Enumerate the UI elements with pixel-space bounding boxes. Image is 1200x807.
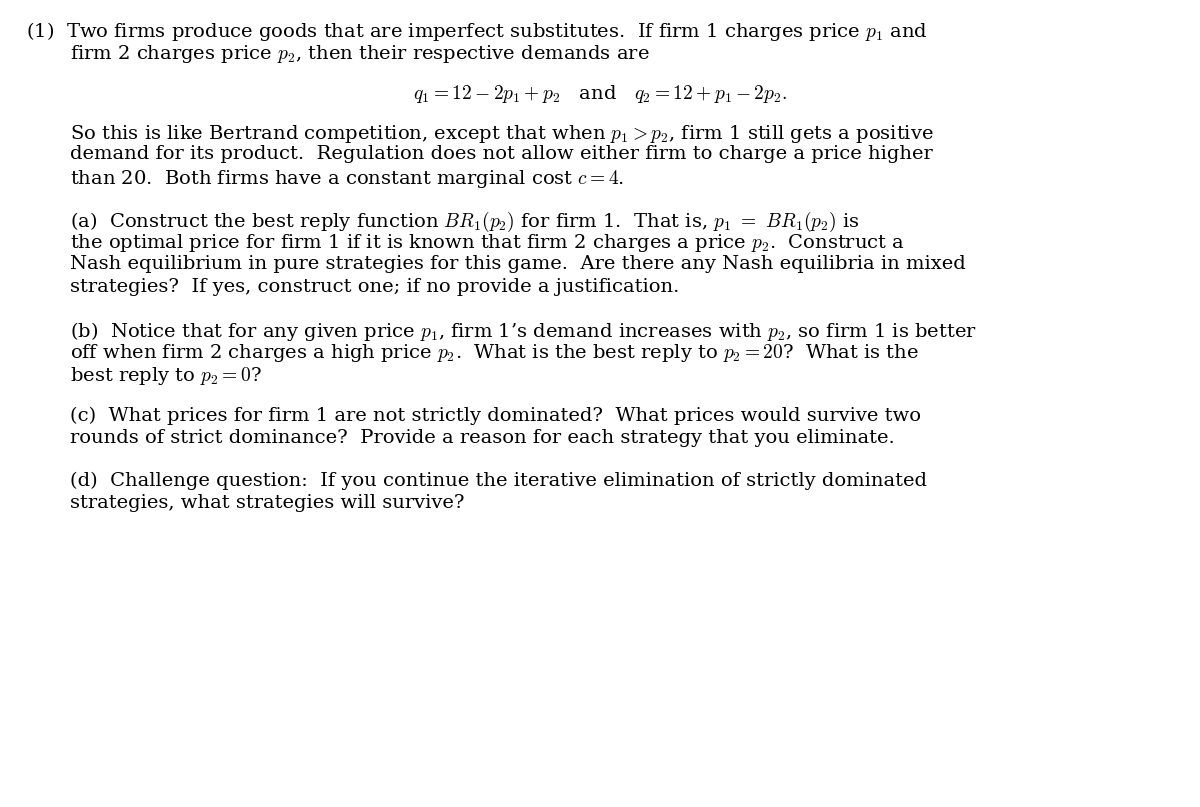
Text: (1)  Two firms produce goods that are imperfect substitutes.  If firm 1 charges : (1) Two firms produce goods that are imp… — [26, 20, 928, 44]
Text: strategies, what strategies will survive?: strategies, what strategies will survive… — [70, 494, 464, 512]
Text: So this is like Bertrand competition, except that when $p_1 > p_2$, firm 1 still: So this is like Bertrand competition, ex… — [70, 123, 934, 144]
Text: Nash equilibrium in pure strategies for this game.  Are there any Nash equilibri: Nash equilibrium in pure strategies for … — [70, 255, 965, 273]
Text: strategies?  If yes, construct one; if no provide a justification.: strategies? If yes, construct one; if no… — [70, 278, 679, 295]
Text: $q_1 = 12 - 2p_1 + p_2$   and   $q_2 = 12 + p_1 - 2p_2.$: $q_1 = 12 - 2p_1 + p_2$ and $q_2 = 12 + … — [413, 83, 787, 105]
Text: off when firm 2 charges a high price $p_2$.  What is the best reply to $p_2 = 20: off when firm 2 charges a high price $p_… — [70, 342, 918, 364]
Text: demand for its product.  Regulation does not allow either firm to charge a price: demand for its product. Regulation does … — [70, 145, 932, 163]
Text: (b)  Notice that for any given price $p_1$, firm 1’s demand increases with $p_2$: (b) Notice that for any given price $p_1… — [70, 320, 977, 343]
Text: rounds of strict dominance?  Provide a reason for each strategy that you elimina: rounds of strict dominance? Provide a re… — [70, 429, 894, 447]
Text: firm 2 charges price $p_2$, then their respective demands are: firm 2 charges price $p_2$, then their r… — [70, 43, 649, 65]
Text: (c)  What prices for firm 1 are not strictly dominated?  What prices would survi: (c) What prices for firm 1 are not stric… — [70, 407, 920, 425]
Text: than 20.  Both firms have a constant marginal cost $c = 4$.: than 20. Both firms have a constant marg… — [70, 168, 624, 190]
Text: best reply to $p_2 = 0$?: best reply to $p_2 = 0$? — [70, 365, 262, 387]
Text: (a)  Construct the best reply function $BR_1(p_2)$ for firm 1.  That is, $p_1$ $: (a) Construct the best reply function $B… — [70, 210, 859, 234]
Text: (d)  Challenge question:  If you continue the iterative elimination of strictly : (d) Challenge question: If you continue … — [70, 471, 926, 490]
Text: the optimal price for firm 1 if it is known that firm 2 charges a price $p_2$.  : the optimal price for firm 1 if it is kn… — [70, 232, 905, 254]
